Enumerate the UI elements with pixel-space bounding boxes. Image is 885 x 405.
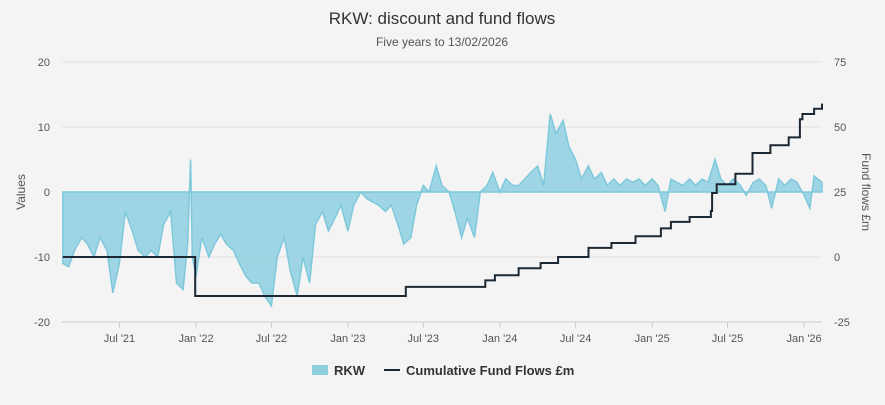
rkw-discount-area [62, 113, 823, 308]
x-tick-label: Jul '22 [256, 333, 287, 345]
right-tick-label: 0 [834, 252, 840, 264]
right-tick-label: 75 [834, 57, 846, 69]
left-tick-label: 0 [44, 187, 50, 199]
x-tick-label: Jan '25 [635, 333, 670, 345]
x-tick-label: Jan '23 [330, 333, 365, 345]
legend-item-fund-flows[interactable]: Cumulative Fund Flows £m [384, 363, 574, 378]
right-tick-label: -25 [834, 317, 850, 329]
right-axis-title: Fund flows £m [859, 153, 873, 231]
x-tick-label: Jul '23 [408, 333, 439, 345]
left-tick-label: 20 [38, 57, 50, 69]
chart-subtitle: Five years to 13/02/2026 [376, 35, 508, 49]
x-tick-label: Jan '24 [482, 333, 517, 345]
x-tick-label: Jul '24 [560, 333, 591, 345]
legend-label-rkw: RKW [334, 363, 366, 378]
left-axis-title: Values [14, 174, 28, 210]
x-tick-label: Jul '21 [104, 333, 135, 345]
right-tick-label: 50 [834, 122, 846, 134]
legend-swatch-rkw [312, 365, 328, 375]
chart-title: RKW: discount and fund flows [329, 9, 555, 28]
fund-flows-line [62, 103, 823, 297]
x-tick-label: Jan '22 [178, 333, 213, 345]
x-tick-label: Jul '25 [712, 333, 743, 345]
x-tick-label: Jan '26 [787, 333, 822, 345]
legend: RKW Cumulative Fund Flows £m [312, 363, 574, 378]
left-tick-label: 10 [38, 122, 50, 134]
legend-item-rkw[interactable]: RKW [312, 363, 366, 378]
right-tick-label: 25 [834, 187, 846, 199]
legend-label-fund-flows: Cumulative Fund Flows £m [406, 363, 574, 378]
left-tick-label: -10 [34, 252, 50, 264]
left-tick-label: -20 [34, 317, 50, 329]
